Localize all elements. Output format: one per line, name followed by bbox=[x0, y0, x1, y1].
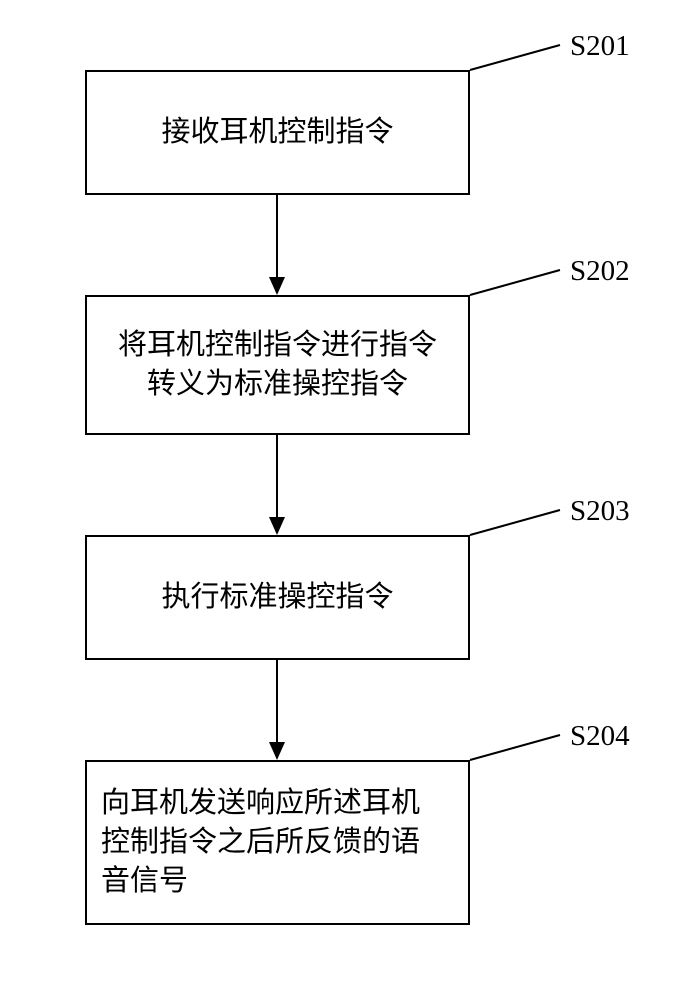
flow-step-s202: 将耳机控制指令进行指令转义为标准操控指令 bbox=[85, 295, 470, 435]
callout-s201 bbox=[470, 45, 560, 70]
flow-step-label-s202: S202 bbox=[570, 255, 630, 288]
flow-step-text: 接收耳机控制指令 bbox=[161, 113, 393, 152]
flow-step-text: 执行标准操控指令 bbox=[161, 578, 393, 617]
flow-step-label-s203: S203 bbox=[570, 495, 630, 528]
flowchart-canvas: 接收耳机控制指令 S201 将耳机控制指令进行指令转义为标准操控指令 S202 … bbox=[0, 0, 700, 1000]
flow-step-s203: 执行标准操控指令 bbox=[85, 535, 470, 660]
flow-step-label-s204: S204 bbox=[570, 720, 630, 753]
flow-step-label-s201: S201 bbox=[570, 30, 630, 63]
callout-s203 bbox=[470, 510, 560, 535]
flow-step-text: 将耳机控制指令进行指令转义为标准操控指令 bbox=[118, 326, 437, 404]
callout-s204 bbox=[470, 735, 560, 760]
flow-step-text: 向耳机发送响应所述耳机控制指令之后所反馈的语音信号 bbox=[101, 784, 420, 901]
flow-step-s204: 向耳机发送响应所述耳机控制指令之后所反馈的语音信号 bbox=[85, 760, 470, 925]
flow-step-s201: 接收耳机控制指令 bbox=[85, 70, 470, 195]
callout-s202 bbox=[470, 270, 560, 295]
